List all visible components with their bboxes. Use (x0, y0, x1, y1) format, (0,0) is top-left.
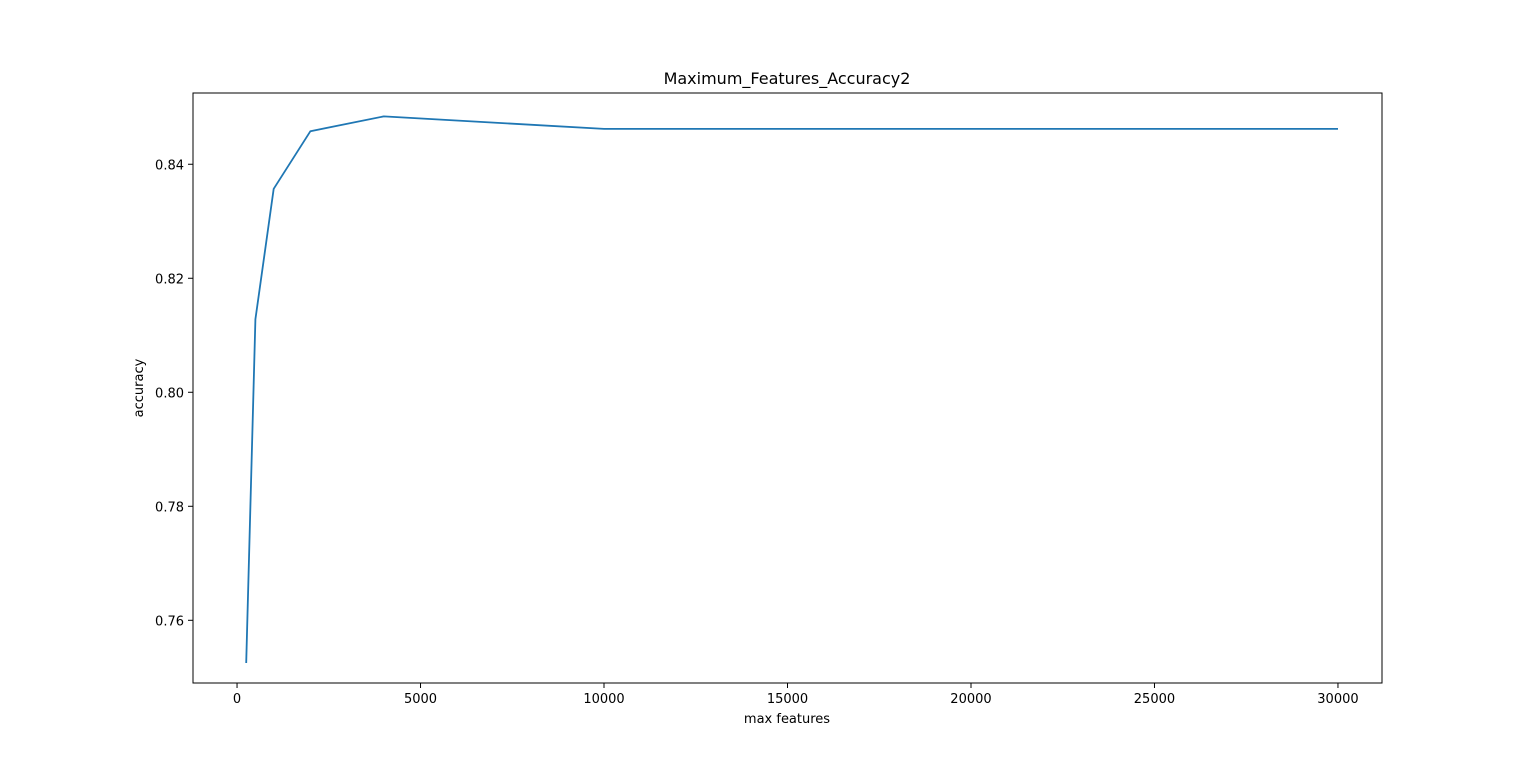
y-axis-ticks: 0.76 0.78 0.80 0.82 0.84 (155, 158, 193, 629)
x-tick-label: 0 (233, 692, 241, 707)
series-layer (245, 115, 1338, 664)
x-tick-label: 10000 (583, 692, 624, 707)
series-line (245, 115, 1338, 664)
x-tick-label: 15000 (767, 692, 808, 707)
y-tick-label: 0.84 (155, 158, 184, 173)
chart-title: Maximum_Features_Accuracy2 (664, 69, 911, 89)
x-tick-label: 30000 (1317, 692, 1358, 707)
y-tick-label: 0.80 (155, 386, 184, 401)
x-axis-label: max features (744, 712, 830, 727)
y-axis-label: accuracy (132, 358, 147, 417)
y-tick-label: 0.82 (155, 272, 184, 287)
y-tick-label: 0.76 (155, 614, 184, 629)
y-tick-label: 0.78 (155, 500, 184, 515)
x-tick-label: 20000 (950, 692, 991, 707)
x-axis-ticks: 0 5000 10000 15000 20000 25000 30000 (233, 683, 1359, 707)
plot-frame (192, 92, 1383, 684)
x-tick-label: 5000 (404, 692, 437, 707)
x-tick-label: 25000 (1134, 692, 1175, 707)
